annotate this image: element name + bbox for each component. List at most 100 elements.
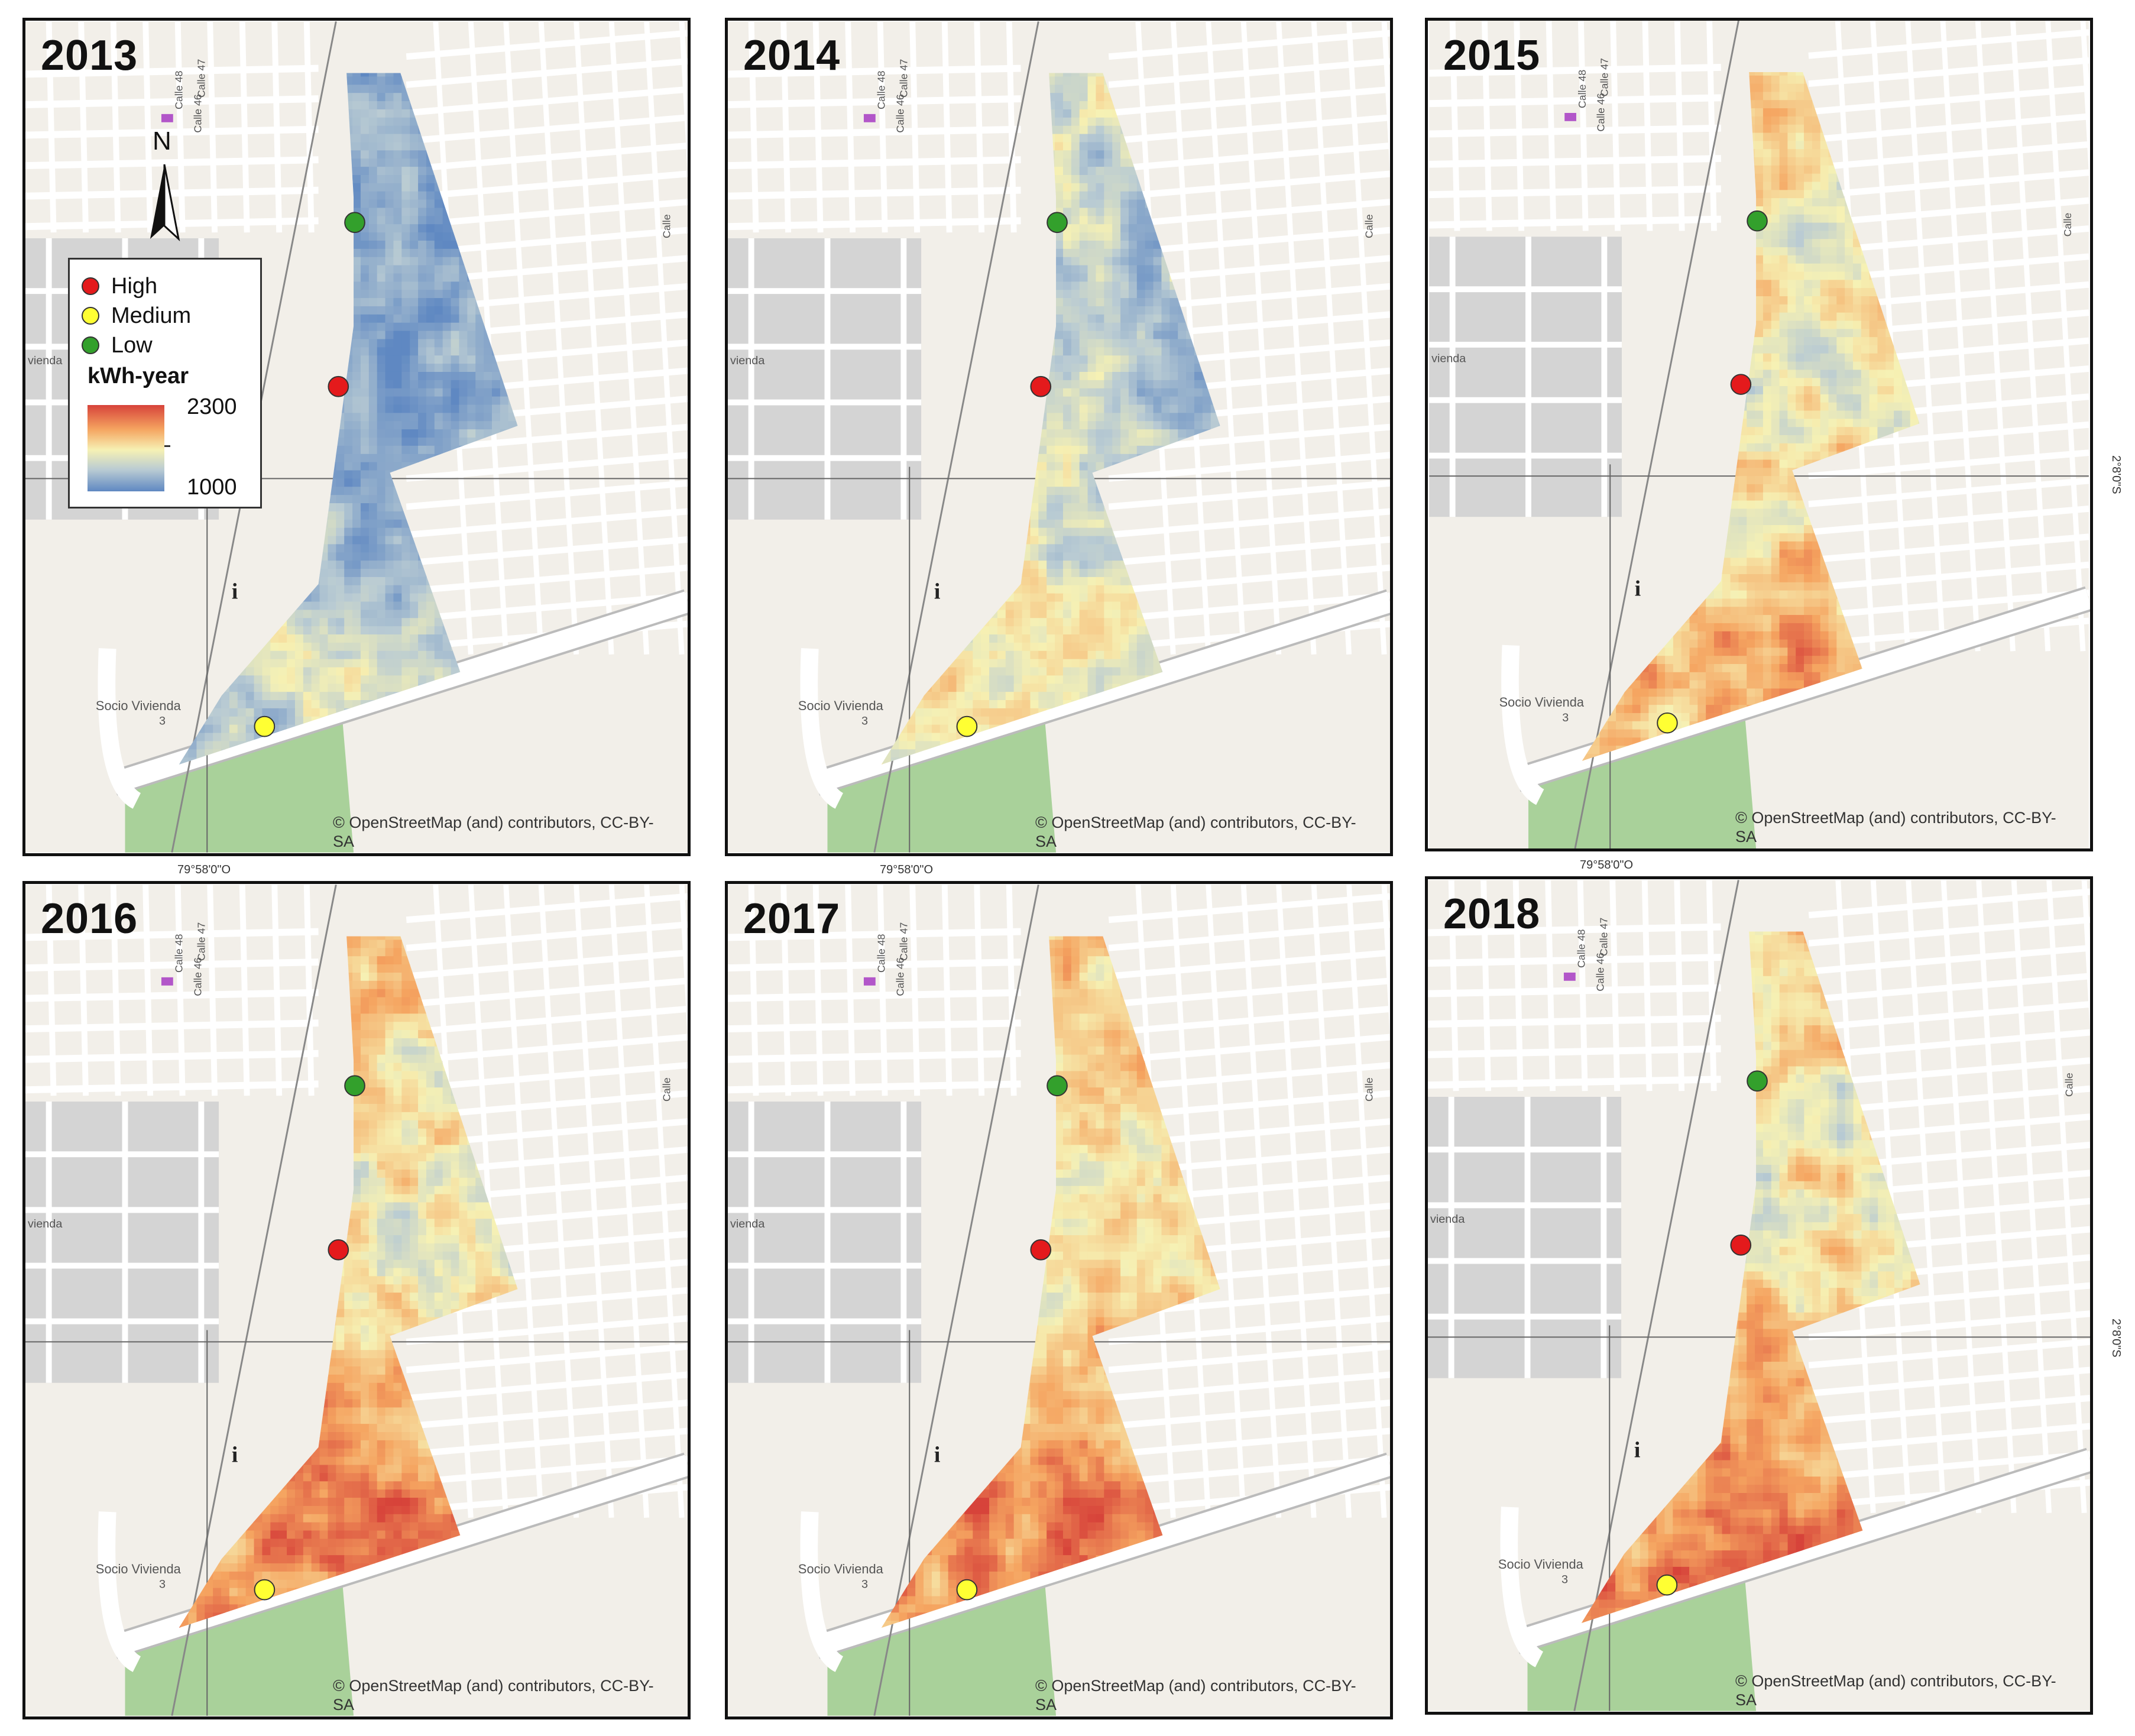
raster-cell [360,158,370,167]
raster-cell [1062,142,1072,151]
raster-cell [459,429,468,438]
raster-cell [1104,134,1113,142]
raster-cell [385,544,394,553]
raster-cell [1104,117,1113,127]
raster-cell [385,462,394,471]
raster-cell [368,314,378,323]
raster-cell [344,527,353,536]
raster-cell [360,314,370,323]
raster-cell [1079,73,1088,77]
raster-cell [1079,248,1088,258]
raster-cell [459,290,468,299]
raster-cell [360,396,370,405]
raster-cell [294,626,304,635]
raster-cell [1087,150,1096,159]
raster-cell [1120,174,1129,184]
raster-cell [451,437,459,446]
raster-cell [467,388,476,397]
raster-cell [360,659,370,668]
raster-cell [442,429,452,438]
raster-cell [221,716,230,726]
raster-cell [245,692,255,701]
area-label: vienda [730,354,765,367]
raster-cell [352,134,361,142]
raster-cell [418,601,427,610]
raster-cell [393,585,402,594]
raster-cell [1096,101,1104,110]
raster-cell [442,347,452,356]
raster-cell [377,109,386,118]
raster-cell [410,158,419,167]
raster-cell [368,331,378,339]
raster-cell [352,445,361,455]
raster-cell [418,371,427,381]
raster-cell [344,519,353,529]
raster-cell [385,199,394,208]
raster-cell [467,404,476,413]
raster-cell [1055,183,1064,192]
raster-cell [401,585,410,594]
raster-cell [368,322,378,332]
raster-cell [377,544,386,553]
raster-cell [393,224,402,233]
raster-cell [352,610,361,618]
raster-cell [377,503,386,512]
raster-cell [368,511,378,520]
raster-cell [278,650,287,660]
raster-cell [328,667,336,676]
raster-cell [393,396,402,405]
raster-cell [434,388,443,397]
raster-cell [410,364,419,373]
raster-cell [434,331,443,339]
raster-cell [352,650,361,660]
raster-cell [393,85,402,93]
street-line [608,21,650,655]
raster-cell [1087,191,1096,200]
raster-cell [434,618,443,627]
raster-cell [294,650,304,660]
raster-cell [418,314,427,323]
raster-cell [442,248,452,258]
raster-cell [1079,167,1088,176]
raster-cell [393,519,402,529]
raster-cell [352,232,361,241]
raster-cell [393,290,402,299]
raster-cell [336,659,345,668]
raster-cell [254,692,263,701]
raster-cell [294,642,304,652]
raster-cell [377,454,386,463]
raster-cell [336,684,345,692]
street-line [1276,21,1317,655]
street-line [25,186,319,200]
raster-cell [442,404,452,413]
raster-cell [1079,142,1088,151]
raster-cell [352,240,361,250]
raster-cell [491,413,501,422]
raster-cell [368,593,378,603]
raster-cell [410,134,419,142]
raster-cell [418,667,427,676]
raster-cell [1079,150,1088,159]
raster-cell [352,552,361,561]
raster-cell [385,380,394,389]
raster-cell [368,281,378,290]
raster-cell [1055,232,1064,241]
raster-cell [303,684,312,692]
raster-cell [393,454,402,463]
raster-cell [360,429,370,438]
raster-cell [401,527,410,536]
raster-cell [410,232,419,241]
street-line [1006,21,1017,233]
raster-cell [426,306,435,315]
raster-cell [1071,208,1080,216]
raster-cell [352,527,361,536]
raster-cell [294,618,304,627]
raster-cell [377,240,386,250]
raster-cell [434,634,443,643]
raster-cell [1096,142,1104,151]
raster-cell [303,601,312,610]
raster-cell [484,396,493,405]
raster-cell [213,724,222,734]
raster-cell [1096,208,1104,216]
raster-cell [475,331,484,339]
